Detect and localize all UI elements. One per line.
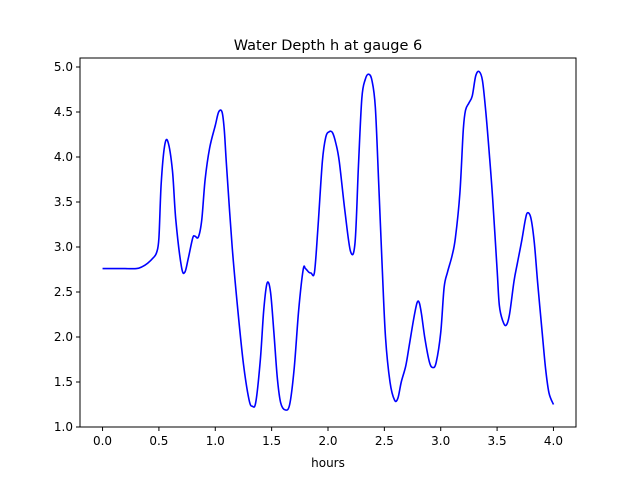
y-tick-label: 3.0 [54,240,73,254]
x-tick-label: 4.0 [544,434,563,448]
y-tick-label: 2.0 [54,330,73,344]
y-tick-label: 1.5 [54,375,73,389]
x-tick-label: 3.0 [431,434,450,448]
y-tick-label: 1.0 [54,420,73,434]
x-tick-label: 0.0 [93,434,112,448]
series-line [102,70,555,411]
x-tick-label: 3.5 [488,434,507,448]
x-tick-label: 2.5 [375,434,394,448]
chart-title: Water Depth h at gauge 6 [234,38,422,54]
x-tick-label: 1.0 [206,434,225,448]
x-axis-label: hours [311,456,345,470]
y-axis: 1.0 1.5 2.0 2.5 3.0 3.5 4.0 4.5 5.0 [54,60,80,434]
x-tick-label: 1.5 [262,434,281,448]
y-tick-label: 2.5 [54,285,73,299]
x-axis: 0.0 0.5 1.0 1.5 2.0 2.5 3.0 3.5 4.0 [93,427,563,448]
y-tick-label: 4.0 [54,150,73,164]
y-tick-label: 5.0 [54,60,73,74]
plot-area [102,70,555,411]
y-tick-label: 3.5 [54,195,73,209]
x-tick-label: 2.0 [318,434,337,448]
y-tick-label: 4.5 [54,105,73,119]
x-tick-label: 0.5 [149,434,168,448]
axes-frame [79,57,577,428]
